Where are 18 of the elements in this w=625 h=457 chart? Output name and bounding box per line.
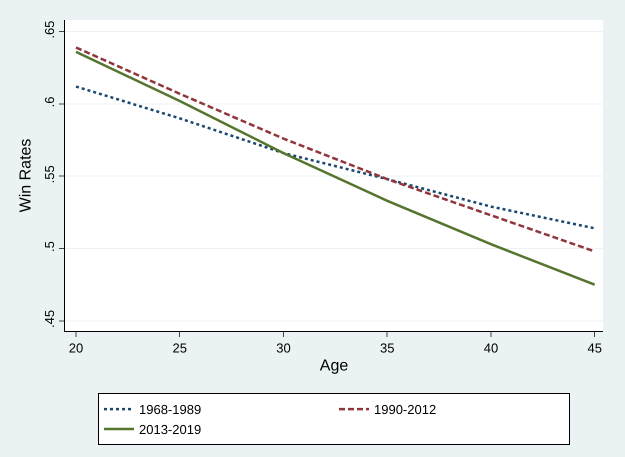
- legend-label: 2013-2019: [139, 422, 202, 438]
- y-tick-label: .45: [42, 310, 57, 328]
- y-axis-title: Win Rates: [18, 138, 35, 212]
- x-axis-title: Age: [320, 357, 348, 374]
- y-tick-label: .55: [42, 165, 57, 184]
- line-series: [74, 50, 596, 286]
- x-tick-label: 25: [172, 340, 187, 356]
- x-tick-label: 45: [587, 340, 602, 356]
- y-tick-label: .65: [42, 20, 57, 39]
- x-tick-label: 20: [68, 340, 84, 356]
- y-tick-label: .5: [42, 241, 57, 252]
- y-tick-label: .6: [42, 96, 57, 108]
- x-tick-label: 35: [380, 340, 394, 356]
- legend-label: 1968-1989: [139, 402, 202, 418]
- x-tick-label: 30: [276, 340, 291, 356]
- legend-label: 1990-2012: [374, 402, 436, 418]
- x-tick-label: 40: [484, 340, 498, 356]
- line-series: [74, 85, 596, 230]
